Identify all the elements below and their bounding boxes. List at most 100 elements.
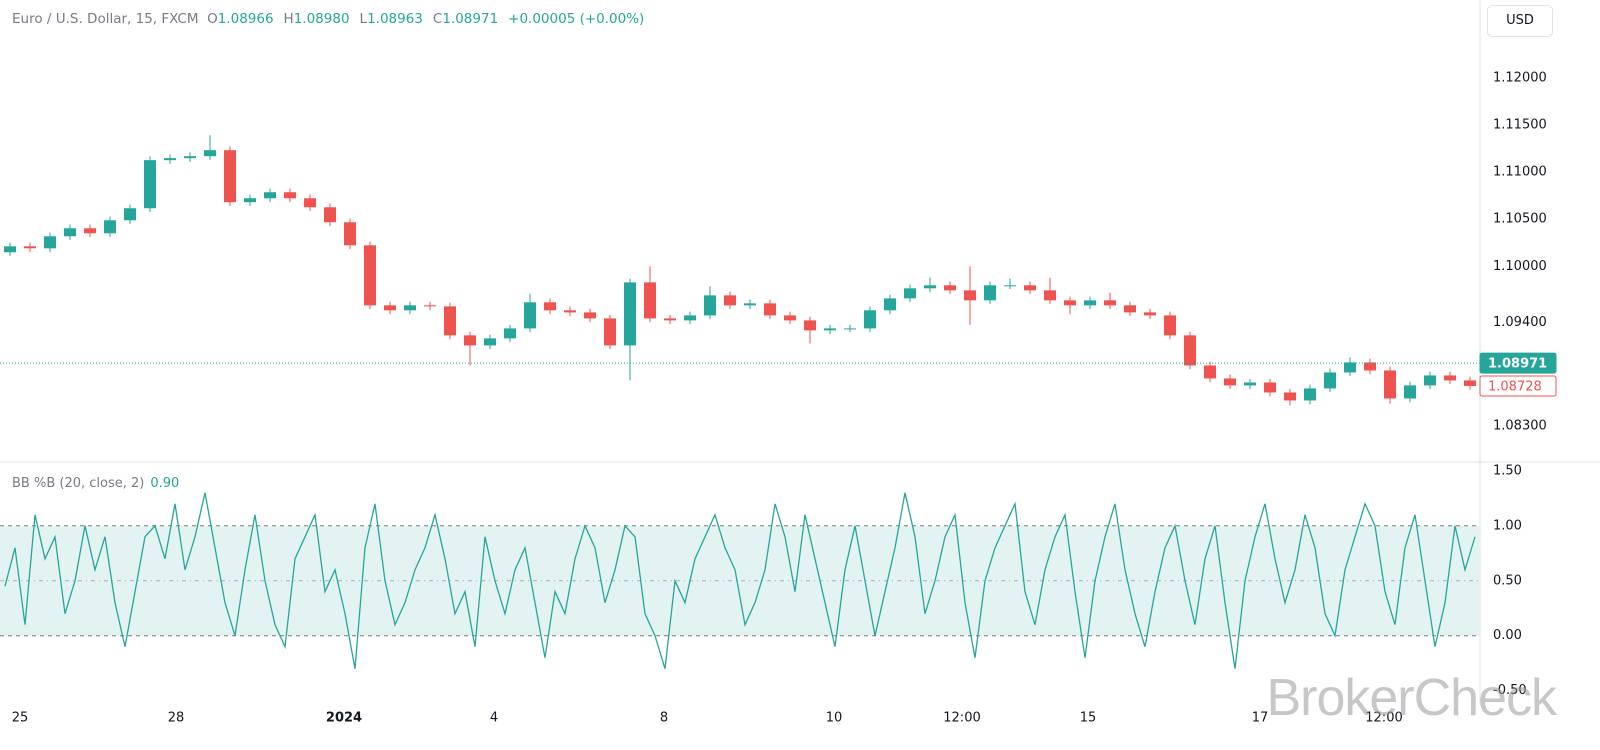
candle-body xyxy=(504,328,516,339)
candle-body xyxy=(1304,388,1316,401)
candle-body xyxy=(1464,380,1476,386)
field-key: L xyxy=(359,11,368,27)
price-marker xyxy=(1479,352,1557,374)
candle-body xyxy=(144,160,156,209)
y-tick-label: 1.08300 xyxy=(1493,419,1547,434)
field-key: H xyxy=(283,11,294,27)
candle-body xyxy=(944,285,956,291)
price-change: +0.00005 (+0.00%) xyxy=(508,11,645,27)
candle-body xyxy=(804,320,816,331)
candle-body xyxy=(1344,362,1356,373)
candle-body xyxy=(244,198,256,203)
candle-body xyxy=(364,245,376,306)
candle-body xyxy=(124,208,136,221)
candle-body xyxy=(1024,285,1036,291)
candle-body xyxy=(44,236,56,249)
candle-body xyxy=(724,295,736,306)
candle-body xyxy=(104,220,116,234)
y-tick-label: 0.00 xyxy=(1493,628,1522,643)
candle-body xyxy=(1444,375,1456,381)
candle-body xyxy=(484,338,496,346)
candle-body xyxy=(764,303,776,316)
candle-body xyxy=(1204,365,1216,379)
candle-body xyxy=(4,246,16,253)
candle-body xyxy=(984,285,996,301)
candle-body xyxy=(264,192,276,199)
candle-body xyxy=(344,222,356,246)
candle-body xyxy=(824,328,836,331)
y-tick-label: 0.50 xyxy=(1493,573,1522,588)
candle-body xyxy=(1004,285,1016,287)
y-tick-label: -0.50 xyxy=(1493,683,1527,698)
candle-body xyxy=(1184,335,1196,366)
candle-body xyxy=(424,305,436,307)
candle-body xyxy=(1104,300,1116,306)
candle-body xyxy=(64,228,76,237)
price-marker-label: 1.08728 xyxy=(1488,379,1542,394)
field-value: 1.08980 xyxy=(293,11,350,27)
candle-body xyxy=(644,282,656,319)
indicator-line xyxy=(4,492,1476,669)
candle-body xyxy=(284,192,296,199)
y-tick-label: 1.09400 xyxy=(1493,315,1547,330)
y-tick-label: 1.00 xyxy=(1493,518,1522,533)
candle-body xyxy=(544,302,556,311)
candle-body xyxy=(664,318,676,321)
price-marker xyxy=(1479,375,1557,397)
x-tick-label: 12:00 xyxy=(943,711,980,726)
x-tick-label: 4 xyxy=(490,711,498,726)
x-tick-label: 8 xyxy=(660,711,668,726)
indicator-legend: BB %B (20, close, 2) 0.90 xyxy=(12,476,179,491)
candle-body xyxy=(204,150,216,157)
candle-body xyxy=(184,156,196,159)
x-tick-label: 10 xyxy=(826,711,843,726)
candle-body xyxy=(1384,370,1396,399)
candle-body xyxy=(24,246,36,249)
candle-body xyxy=(744,303,756,306)
y-tick-label: 1.10000 xyxy=(1493,259,1547,274)
x-tick-label: 25 xyxy=(12,711,29,726)
candle-body xyxy=(1164,315,1176,336)
y-tick-label: 1.11500 xyxy=(1493,118,1547,133)
candle-body xyxy=(1124,305,1136,313)
candle-body xyxy=(304,198,316,208)
candle-body xyxy=(224,150,236,203)
field-key: C xyxy=(432,11,443,27)
candle-body xyxy=(1044,290,1056,301)
candle-body xyxy=(524,302,536,329)
band-fill xyxy=(0,525,1480,636)
currency-button[interactable]: USD xyxy=(1487,5,1553,37)
candle-body xyxy=(1244,382,1256,386)
candle-body xyxy=(84,228,96,234)
symbol-name[interactable]: Euro / U.S. Dollar, 15, FXCM xyxy=(12,11,199,27)
candle-body xyxy=(624,282,636,346)
candle-body xyxy=(1144,312,1156,316)
x-tick-label: 17 xyxy=(1252,711,1269,726)
candle-body xyxy=(1424,375,1436,386)
candle-body xyxy=(564,310,576,313)
candle-body xyxy=(1064,300,1076,306)
field-value: 1.08971 xyxy=(442,11,499,27)
indicator-value: 0.90 xyxy=(150,476,180,491)
candle-body xyxy=(964,290,976,301)
candle-body xyxy=(1364,362,1376,371)
field-key: O xyxy=(207,11,218,27)
y-tick-label: 1.12000 xyxy=(1493,71,1547,86)
candle-body xyxy=(604,318,616,346)
candle-body xyxy=(324,207,336,223)
candle-body xyxy=(904,288,916,299)
candle-body xyxy=(1264,382,1276,393)
y-tick-label: 1.50 xyxy=(1493,463,1522,478)
candle-body xyxy=(784,315,796,321)
candle-body xyxy=(704,295,716,316)
candle-body xyxy=(384,305,396,311)
candle-body xyxy=(404,305,416,311)
candle-body xyxy=(1324,372,1336,389)
x-tick-label: 2024 xyxy=(326,711,362,726)
candle-body xyxy=(1404,385,1416,399)
field-value: 1.08963 xyxy=(367,11,423,27)
candle-body xyxy=(164,158,176,161)
indicator-name[interactable]: BB %B (20, close, 2) xyxy=(12,476,145,491)
y-tick-label: 1.11000 xyxy=(1493,165,1547,180)
